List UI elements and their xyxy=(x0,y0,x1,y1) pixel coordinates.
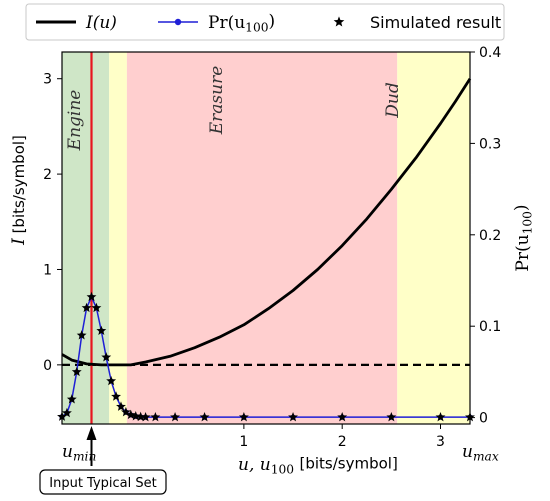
legend-swatch-pr-marker xyxy=(174,18,182,26)
series-layer xyxy=(57,77,475,422)
y-left-axis-symbol: I xyxy=(9,238,29,246)
annotation-label: Input Typical Set xyxy=(49,476,156,491)
sim-star-3 xyxy=(71,366,82,377)
sim-star-2 xyxy=(66,394,77,404)
x-axis-title-units: [bits/symbol] xyxy=(299,455,397,473)
sim-star-7 xyxy=(91,302,102,313)
sim-star-20 xyxy=(199,411,210,422)
yl-tick-label-1: 1 xyxy=(43,262,52,278)
x-axis-title: u, u100 [bits/symbol] xyxy=(238,454,398,477)
sim-star-18 xyxy=(150,411,161,422)
sim-star-13 xyxy=(120,406,131,417)
series-I-line xyxy=(61,77,472,367)
plot-frame xyxy=(61,51,471,425)
x-label-umax-sub: max xyxy=(473,450,499,464)
x-tick-label-1: 1 xyxy=(239,434,248,450)
sim-star-25 xyxy=(435,411,446,422)
region-band-2 xyxy=(126,52,398,424)
region-bands xyxy=(62,52,470,424)
yl-tick-label-0: 0 xyxy=(43,358,52,374)
region-band-1 xyxy=(109,52,127,424)
yr-tick-label-0.3: 0.3 xyxy=(479,136,501,152)
legend-label-pr-close: ) xyxy=(269,12,276,32)
legend-label-pr-text: Pr(u xyxy=(208,13,245,33)
sim-star-16 xyxy=(135,411,146,422)
yl-tick-label-2: 2 xyxy=(43,167,52,183)
sim-star-4 xyxy=(76,330,87,340)
y-left-axis-title: I [bits/symbol] xyxy=(9,135,29,246)
yr-tick-label-0.4: 0.4 xyxy=(479,45,501,61)
yr-tick-label-0: 0 xyxy=(479,411,488,427)
yr-tick-label-0.2: 0.2 xyxy=(479,228,501,244)
sim-star-9 xyxy=(101,352,112,362)
legend: I(u) Pr(u100) Simulated result xyxy=(25,3,505,41)
yl-tick-label-3: 3 xyxy=(43,72,52,88)
sim-star-11 xyxy=(111,391,122,401)
sim-star-10 xyxy=(106,375,117,386)
sim-star-14 xyxy=(125,409,136,420)
legend-label-pr: Pr(u100) xyxy=(208,12,275,35)
annotation-arrow-head xyxy=(86,426,97,440)
region-label-erasure: Erasure xyxy=(207,66,227,136)
y-right-axis-text: Pr(u xyxy=(513,234,533,271)
sim-star-15 xyxy=(130,411,141,421)
sim-star-21 xyxy=(238,411,249,422)
legend-label-I: I(u) xyxy=(85,13,117,33)
sim-star-1 xyxy=(61,407,72,418)
sim-star-12 xyxy=(116,401,126,411)
legend-swatch-sim xyxy=(333,16,345,27)
y-right-axis-close: ) xyxy=(512,204,532,211)
y-right-axis-sub: 100 xyxy=(521,211,535,234)
x-label-umax: umax xyxy=(462,442,499,464)
region-label-dud: Dud xyxy=(383,82,403,119)
y-left-axis-units: [bits/symbol] xyxy=(10,135,28,238)
legend-label-pr-sub: 100 xyxy=(245,21,268,35)
sim-star-19 xyxy=(170,411,181,422)
y-right-axis-title: Pr(u100) xyxy=(512,204,535,271)
annotation-box xyxy=(39,469,167,495)
sim-star-24 xyxy=(386,411,397,422)
region-band-0 xyxy=(62,52,110,424)
sim-star-17 xyxy=(140,411,151,422)
x-tick-label-3: 3 xyxy=(436,434,445,450)
legend-label-sim: Simulated result xyxy=(370,13,501,32)
sim-star-5 xyxy=(81,302,92,313)
x-axis-title-math: u, u xyxy=(238,455,271,475)
region-band-3 xyxy=(397,52,470,424)
region-labels: Engine Erasure Dud xyxy=(65,66,403,152)
x-tick-label-2: 2 xyxy=(338,434,347,450)
x-axis-title-sub: 100 xyxy=(271,463,294,477)
sim-star-23 xyxy=(337,411,348,422)
yr-tick-label-0.1: 0.1 xyxy=(479,319,501,335)
sim-star-8 xyxy=(96,325,107,335)
axis-titles: u, u100 [bits/symbol]I [bits/symbol]Pr(u… xyxy=(9,135,535,477)
x-label-umin-sub: min xyxy=(73,450,97,464)
sim-star-6 xyxy=(86,291,97,302)
legend-box xyxy=(25,3,505,41)
annotation-input-typical-set: Input Typical Set xyxy=(39,426,167,495)
region-label-engine: Engine xyxy=(65,90,85,152)
sim-star-22 xyxy=(288,411,298,422)
